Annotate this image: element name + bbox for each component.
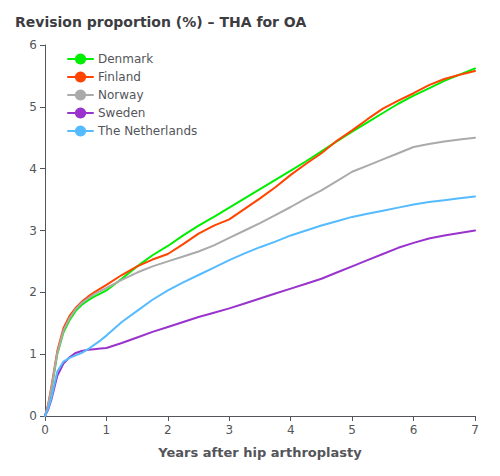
- svg-text:Years after hip arthroplasty: Years after hip arthroplasty: [157, 445, 362, 460]
- svg-text:1: 1: [103, 423, 111, 437]
- svg-text:5: 5: [348, 423, 356, 437]
- svg-text:3: 3: [225, 423, 233, 437]
- svg-text:2: 2: [29, 285, 37, 299]
- svg-text:1: 1: [29, 347, 37, 361]
- svg-text:3: 3: [29, 224, 37, 238]
- svg-text:Sweden: Sweden: [98, 106, 145, 120]
- svg-text:Finland: Finland: [98, 70, 141, 84]
- svg-text:The Netherlands: The Netherlands: [97, 124, 197, 138]
- svg-text:2: 2: [164, 423, 172, 437]
- svg-text:6: 6: [410, 423, 418, 437]
- svg-text:0: 0: [41, 423, 49, 437]
- svg-text:7: 7: [471, 423, 479, 437]
- svg-text:Norway: Norway: [98, 88, 144, 102]
- svg-text:Denmark: Denmark: [98, 52, 153, 66]
- svg-text:4: 4: [287, 423, 295, 437]
- svg-text:4: 4: [29, 162, 37, 176]
- svg-text:6: 6: [29, 38, 37, 52]
- svg-text:Revision proportion (%) – THA: Revision proportion (%) – THA for OA: [15, 14, 306, 30]
- svg-text:5: 5: [29, 100, 37, 114]
- svg-text:0: 0: [29, 409, 37, 423]
